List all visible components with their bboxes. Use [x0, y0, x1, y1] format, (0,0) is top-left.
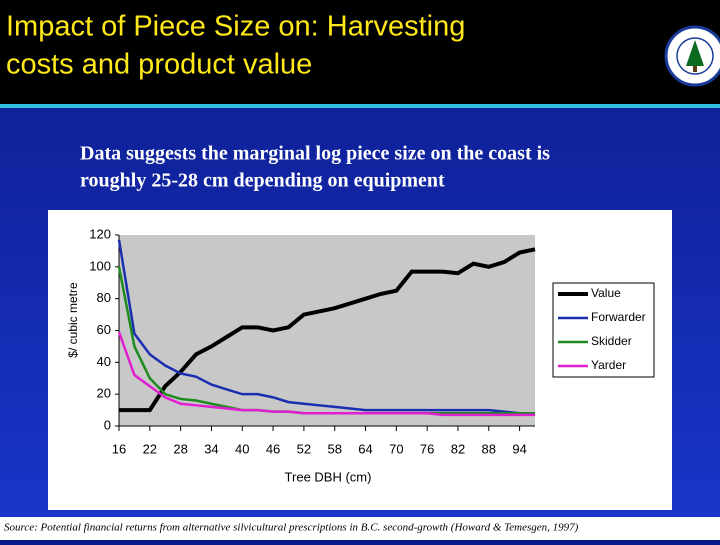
title: Impact of Piece Size on: Harvesting — [6, 11, 465, 43]
y-tick-label: 100 — [89, 258, 111, 273]
x-tick-label: 94 — [512, 441, 526, 456]
series-line — [117, 331, 535, 417]
subtitle: roughly 25-28 cm depending on equipment — [80, 170, 445, 192]
x-tick-label: 40 — [235, 441, 249, 456]
legend-label: Forwarder — [591, 310, 646, 324]
x-tick-label: 82 — [451, 441, 465, 456]
y-tick-label: 60 — [97, 322, 111, 337]
x-tick-label: 22 — [143, 441, 157, 456]
title: costs and product value — [6, 49, 312, 81]
x-tick-label: 46 — [266, 441, 280, 456]
x-tick-label: 64 — [358, 441, 372, 456]
y-tick-label: 80 — [97, 290, 111, 305]
y-tick-label: 0 — [104, 417, 111, 432]
header-band — [0, 0, 720, 106]
y-tick-label: 120 — [89, 226, 111, 241]
x-tick-label: 52 — [297, 441, 311, 456]
x-tick-label: 76 — [420, 441, 434, 456]
x-tick-label: 34 — [204, 441, 218, 456]
legend-label: Value — [591, 286, 621, 300]
y-axis-label: $/ cubic metre — [66, 282, 80, 358]
legend-label: Skidder — [591, 334, 632, 348]
source-band — [0, 517, 720, 540]
y-tick-label: 40 — [97, 354, 111, 369]
logo — [664, 25, 720, 87]
x-tick-label: 88 — [482, 441, 496, 456]
subtitle: Data suggests the marginal log piece siz… — [80, 143, 550, 165]
x-tick-label: 16 — [112, 441, 126, 456]
x-axis-label: Tree DBH (cm) — [285, 469, 372, 484]
series-line — [119, 247, 536, 413]
y-tick-label: 20 — [97, 386, 111, 401]
legend-label: Yarder — [591, 358, 626, 372]
legend — [552, 282, 655, 378]
series-line — [117, 239, 535, 415]
x-tick-label: 70 — [389, 441, 403, 456]
source: Source: Potential financial returns from… — [4, 522, 579, 534]
x-tick-label: 28 — [173, 441, 187, 456]
x-tick-label: 58 — [327, 441, 341, 456]
